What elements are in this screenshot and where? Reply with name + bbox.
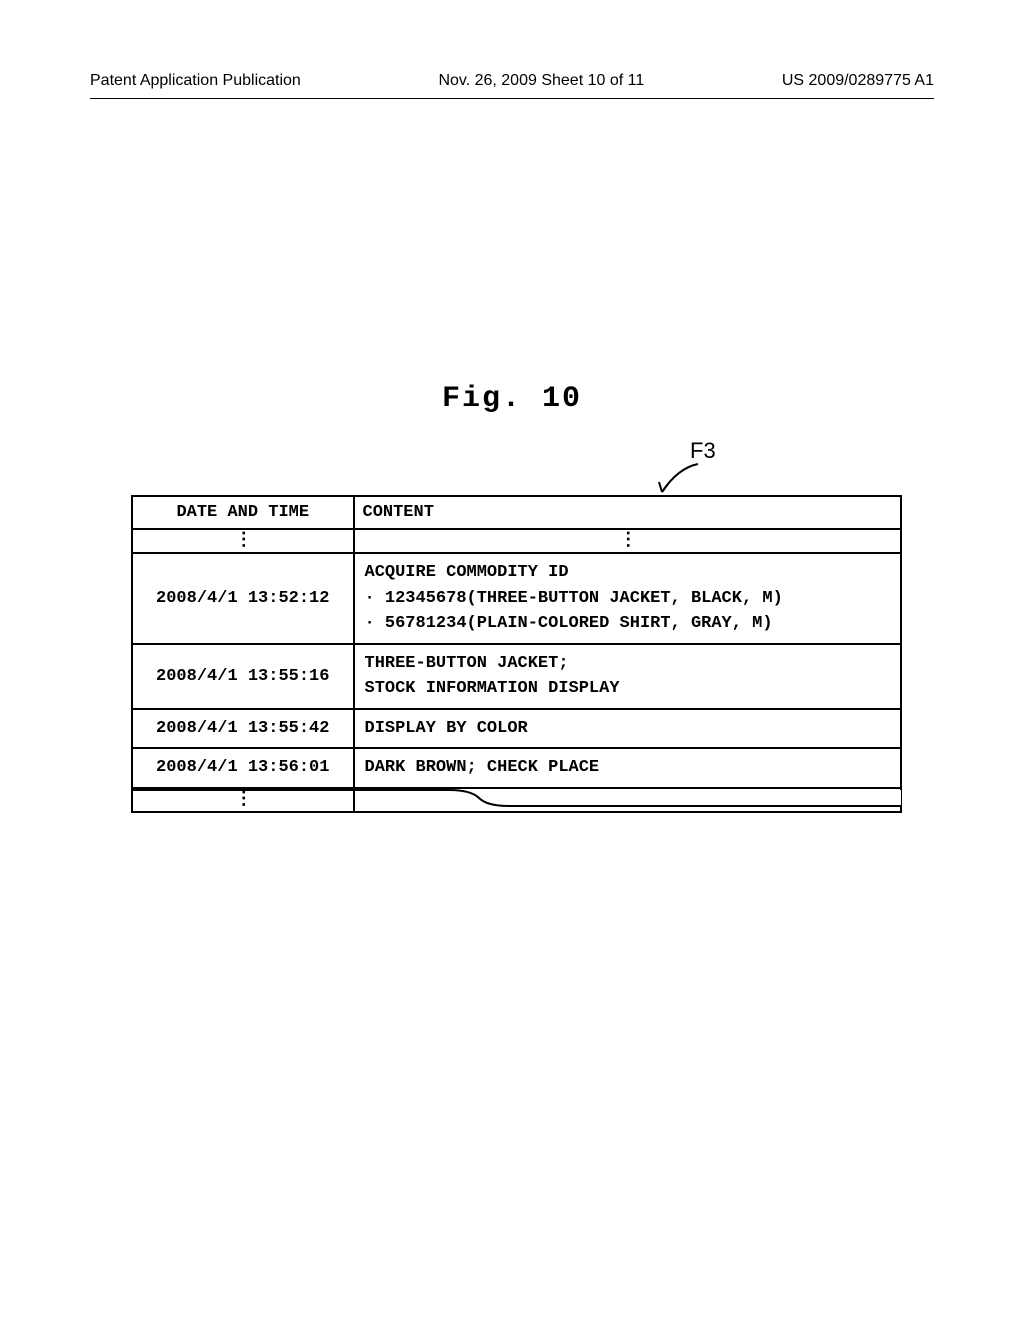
content-cell: DISPLAY BY COLOR — [354, 709, 902, 749]
table-header-row: DATE AND TIME CONTENT — [132, 496, 901, 529]
table-row: 2008/4/1 13:52:12 ACQUIRE COMMODITY ID ·… — [132, 553, 901, 644]
content-cell: THREE-BUTTON JACKET; STOCK INFORMATION D… — [354, 644, 902, 709]
content-cell: ACQUIRE COMMODITY ID · 12345678(THREE-BU… — [354, 553, 902, 644]
page-header: Patent Application Publication Nov. 26, … — [0, 72, 1024, 90]
ellipsis-cell: ⋮ — [132, 529, 354, 553]
ellipsis-cell: ⋮ — [354, 529, 902, 553]
header-center: Nov. 26, 2009 Sheet 10 of 11 — [438, 72, 644, 90]
log-table-container: DATE AND TIME CONTENT ⋮ ⋮ 2008/4/1 13:52… — [131, 495, 902, 813]
date-cell: 2008/4/1 13:56:01 — [132, 748, 354, 788]
log-table: DATE AND TIME CONTENT ⋮ ⋮ 2008/4/1 13:52… — [131, 495, 902, 813]
header-right: US 2009/0289775 A1 — [782, 72, 934, 90]
header-left: Patent Application Publication — [90, 72, 301, 90]
leader-curve-icon — [658, 462, 702, 496]
table-break-icon — [131, 788, 902, 808]
content-cell: DARK BROWN; CHECK PLACE — [354, 748, 902, 788]
column-header-content: CONTENT — [354, 496, 902, 529]
ellipsis-row: ⋮ ⋮ — [132, 529, 901, 553]
table-row: 2008/4/1 13:55:42 DISPLAY BY COLOR — [132, 709, 901, 749]
reference-label: F3 — [690, 438, 716, 464]
column-header-date: DATE AND TIME — [132, 496, 354, 529]
date-cell: 2008/4/1 13:55:42 — [132, 709, 354, 749]
table-row: 2008/4/1 13:56:01 DARK BROWN; CHECK PLAC… — [132, 748, 901, 788]
date-cell: 2008/4/1 13:55:16 — [132, 644, 354, 709]
figure-label: Fig. 10 — [0, 382, 1024, 416]
date-cell: 2008/4/1 13:52:12 — [132, 553, 354, 644]
table-row: 2008/4/1 13:55:16 THREE-BUTTON JACKET; S… — [132, 644, 901, 709]
header-divider — [90, 98, 934, 99]
